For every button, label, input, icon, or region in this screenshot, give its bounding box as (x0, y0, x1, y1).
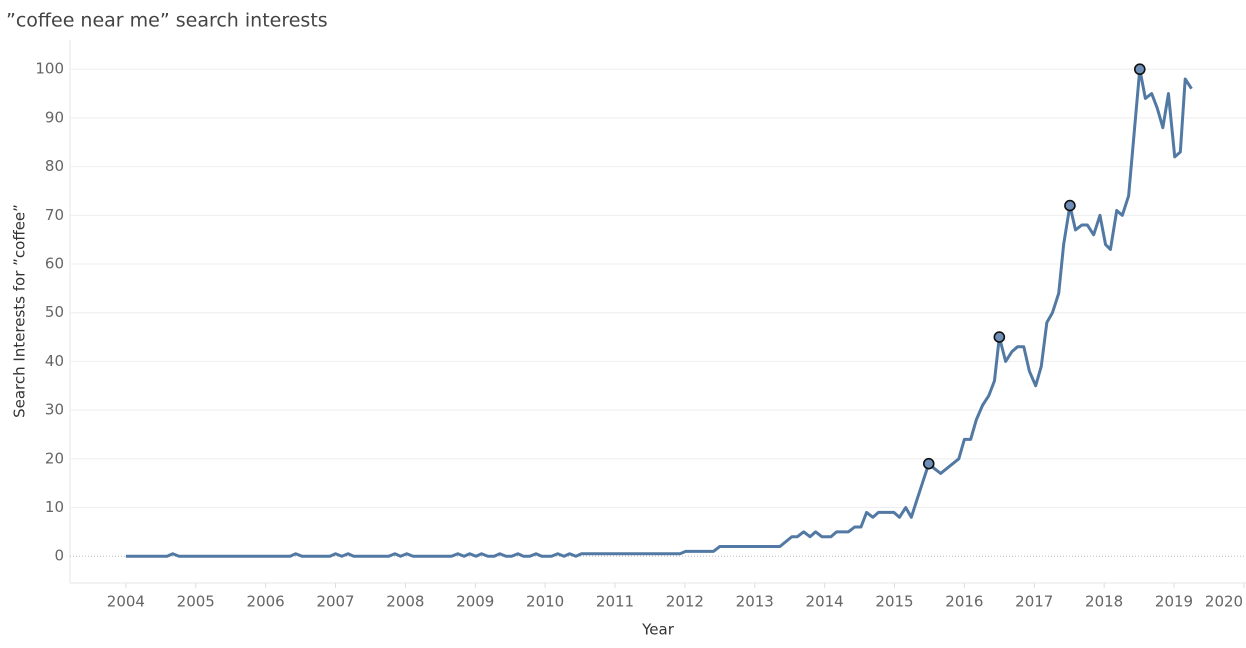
x-tick-label: 2012 (666, 593, 704, 611)
y-tick-label: 10 (45, 498, 64, 516)
chart-title: ”coffee near me” search interests (6, 10, 328, 32)
y-tick-label: 20 (45, 449, 64, 467)
x-tick-label: 2019 (1155, 593, 1193, 611)
x-tick-label: 2009 (456, 593, 494, 611)
peak-marker (993, 331, 1006, 343)
y-tick-label: 100 (35, 60, 64, 78)
x-tick-label: 2005 (177, 593, 215, 611)
peak-marker (1133, 63, 1146, 76)
x-tick-label: 2017 (1015, 593, 1053, 611)
line-series (125, 67, 1193, 558)
x-tick-label: 2008 (386, 593, 424, 611)
x-tick-label: 2020 (1205, 593, 1243, 611)
x-tick-label: 2006 (247, 593, 285, 611)
peak-marker (1064, 199, 1076, 212)
x-tick-label: 2016 (945, 593, 983, 611)
y-tick-label: 40 (45, 352, 64, 370)
x-tick-label: 2010 (526, 593, 564, 611)
y-tick-label: 0 (54, 547, 64, 565)
y-tick-label: 30 (45, 401, 64, 419)
x-tick-label: 2004 (107, 593, 145, 611)
x-tick-label: 2015 (875, 593, 913, 611)
x-tick-label: 2011 (596, 593, 634, 611)
y-axis-title: Search Interests for ”coffee” (11, 204, 29, 418)
x-tick-label: 2018 (1085, 593, 1123, 611)
y-tick-label: 50 (45, 303, 64, 321)
x-tick-label: 2007 (316, 593, 354, 611)
y-tick-label: 80 (45, 157, 64, 175)
x-axis-title: Year (641, 621, 675, 639)
y-tick-label: 90 (45, 108, 64, 126)
peak-marker (922, 457, 935, 470)
y-tick-label: 70 (45, 206, 64, 224)
x-tick-label: 2013 (736, 593, 774, 611)
y-tick-label: 60 (45, 255, 64, 273)
x-tick-label: 2014 (806, 593, 844, 611)
